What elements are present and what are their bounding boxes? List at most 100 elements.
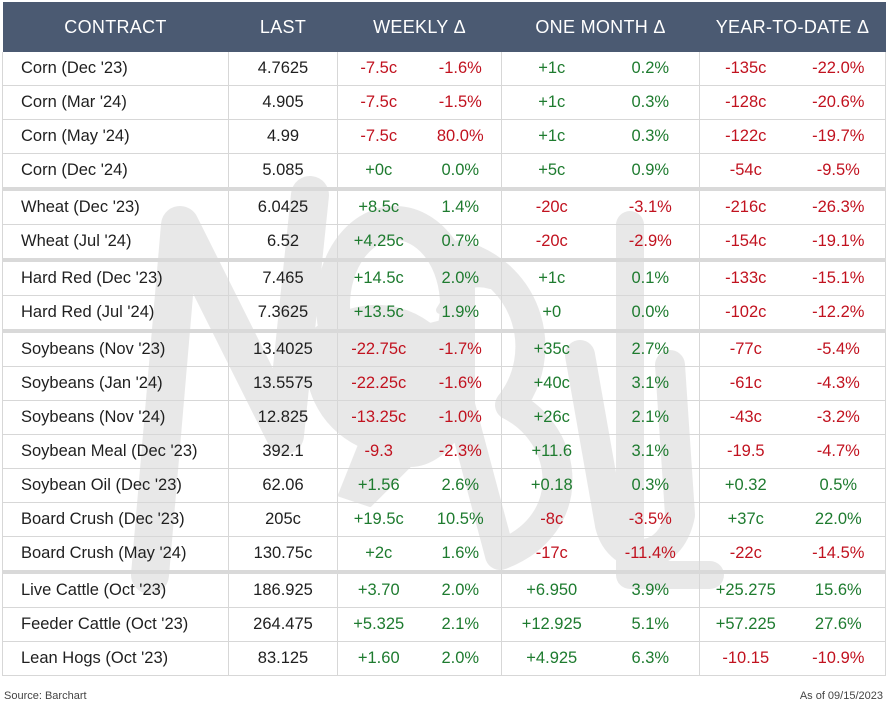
cell-weekly-pct: 0.7% xyxy=(419,224,503,261)
cell-weekly-abs: +1.56 xyxy=(337,468,420,503)
table-row: Corn (Dec '24) 5.085 +0c 0.0% +5c 0.9% -54c -9.… xyxy=(2,153,887,190)
cell-weekly-abs: +0c xyxy=(337,153,420,190)
cell-weekly-pct: 2.1% xyxy=(419,607,503,642)
table-row: Soybeans (Nov '24) 12.825 -13.25c -1.0% +26c… xyxy=(2,400,887,435)
cell-month-abs: -17c xyxy=(501,536,602,573)
cell-ytd-abs: +37c xyxy=(699,502,792,537)
cell-ytd-abs: -122c xyxy=(699,119,792,154)
cell-month-pct: 5.1% xyxy=(601,607,701,642)
cell-weekly-abs: +19.5c xyxy=(337,502,420,537)
cell-last: 392.1 xyxy=(228,434,338,469)
cell-month-abs: +26c xyxy=(501,400,602,435)
cell-last: 13.5575 xyxy=(228,366,338,401)
cell-month-pct: 0.1% xyxy=(601,258,701,296)
table-body: Corn (Dec '23) 4.7625 -7.5c -1.6% +1c 0.2% -13… xyxy=(2,52,887,676)
cell-weekly-pct: 0.0% xyxy=(419,153,503,190)
cell-ytd-pct: 22.0% xyxy=(791,502,887,537)
cell-weekly-pct: -2.3% xyxy=(419,434,503,469)
cell-contract: Soybean Meal (Dec '23) xyxy=(2,434,229,469)
cell-ytd-pct: -19.1% xyxy=(791,224,887,261)
table-row: Hard Red (Dec '23) 7.465 +14.5c 2.0% +1c 0.1%… xyxy=(2,258,887,296)
cell-month-abs: +6.950 xyxy=(501,570,602,608)
cell-month-abs: +0.18 xyxy=(501,468,602,503)
header-weekly-change: WEEKLY Δ xyxy=(337,2,502,52)
cell-contract: Soybeans (Nov '24) xyxy=(2,400,229,435)
cell-ytd-pct: -9.5% xyxy=(791,153,887,190)
cell-contract: Corn (Mar '24) xyxy=(2,85,229,120)
cell-contract: Wheat (Dec '23) xyxy=(2,187,229,225)
cell-ytd-abs: -216c xyxy=(699,187,792,225)
cell-month-pct: 0.9% xyxy=(601,153,701,190)
cell-weekly-abs: +2c xyxy=(337,536,420,573)
cell-contract: Hard Red (Dec '23) xyxy=(2,258,229,296)
cell-month-abs: +11.6 xyxy=(501,434,602,469)
cell-weekly-abs: +3.70 xyxy=(337,570,420,608)
cell-month-abs: -20c xyxy=(501,224,602,261)
cell-ytd-pct: -4.7% xyxy=(791,434,887,469)
cell-ytd-abs: -61c xyxy=(699,366,792,401)
cell-last: 6.52 xyxy=(228,224,338,261)
cell-contract: Lean Hogs (Oct '23) xyxy=(2,641,229,676)
cell-ytd-abs: -128c xyxy=(699,85,792,120)
cell-last: 7.465 xyxy=(228,258,338,296)
cell-weekly-abs: +14.5c xyxy=(337,258,420,296)
cell-month-abs: +5c xyxy=(501,153,602,190)
cell-last: 5.085 xyxy=(228,153,338,190)
cell-ytd-abs: -19.5 xyxy=(699,434,792,469)
cell-ytd-pct: -3.2% xyxy=(791,400,887,435)
cell-last: 13.4025 xyxy=(228,329,338,367)
cell-last: 83.125 xyxy=(228,641,338,676)
cell-ytd-abs: -77c xyxy=(699,329,792,367)
cell-month-pct: 3.1% xyxy=(601,434,701,469)
cell-ytd-pct: -15.1% xyxy=(791,258,887,296)
cell-month-pct: 0.3% xyxy=(601,85,701,120)
cell-month-pct: 6.3% xyxy=(601,641,701,676)
cell-ytd-abs: +57.225 xyxy=(699,607,792,642)
cell-weekly-pct: -1.5% xyxy=(419,85,503,120)
cell-weekly-abs: -22.75c xyxy=(337,329,420,367)
cell-last: 62.06 xyxy=(228,468,338,503)
cell-month-abs: -8c xyxy=(501,502,602,537)
table-row: Soybean Meal (Dec '23) 392.1 -9.3 -2.3% +11.… xyxy=(2,434,887,469)
cell-weekly-pct: 80.0% xyxy=(419,119,503,154)
cell-weekly-abs: +1.60 xyxy=(337,641,420,676)
header-row: CONTRACT LAST WEEKLY Δ ONE MONTH Δ YEAR-… xyxy=(2,2,886,52)
cell-contract: Feeder Cattle (Oct '23) xyxy=(2,607,229,642)
cell-ytd-pct: 15.6% xyxy=(791,570,887,608)
cell-weekly-pct: -1.6% xyxy=(419,52,503,86)
cell-contract: Corn (Dec '24) xyxy=(2,153,229,190)
header-ytd-change: YEAR-TO-DATE Δ xyxy=(699,2,886,52)
cell-weekly-abs: +5.325 xyxy=(337,607,420,642)
cell-month-abs: +12.925 xyxy=(501,607,602,642)
cell-ytd-abs: -10.15 xyxy=(699,641,792,676)
cell-weekly-pct: 1.6% xyxy=(419,536,503,573)
cell-weekly-pct: 2.0% xyxy=(419,258,503,296)
cell-contract: Wheat (Jul '24) xyxy=(2,224,229,261)
table-row: Lean Hogs (Oct '23) 83.125 +1.60 2.0% +4.925… xyxy=(2,641,887,676)
cell-month-pct: -2.9% xyxy=(601,224,701,261)
cell-month-pct: 3.1% xyxy=(601,366,701,401)
cell-ytd-pct: 0.5% xyxy=(791,468,887,503)
cell-weekly-pct: 2.6% xyxy=(419,468,503,503)
cell-month-pct: 0.0% xyxy=(601,295,701,332)
cell-month-pct: 0.3% xyxy=(601,119,701,154)
cell-ytd-abs: -22c xyxy=(699,536,792,573)
cell-ytd-pct: -22.0% xyxy=(791,52,887,86)
header-one-month-change: ONE MONTH Δ xyxy=(501,2,700,52)
table-row: Live Cattle (Oct '23) 186.925 +3.70 2.0% +6.… xyxy=(2,570,887,608)
cell-month-abs: +35c xyxy=(501,329,602,367)
cell-last: 130.75c xyxy=(228,536,338,573)
cell-weekly-pct: 2.0% xyxy=(419,641,503,676)
source-note: Source: Barchart xyxy=(4,690,87,702)
cell-contract: Soybeans (Jan '24) xyxy=(2,366,229,401)
cell-last: 7.3625 xyxy=(228,295,338,332)
cell-last: 4.7625 xyxy=(228,52,338,86)
cell-last: 6.0425 xyxy=(228,187,338,225)
cell-contract: Soybeans (Nov '23) xyxy=(2,329,229,367)
table-row: Wheat (Dec '23) 6.0425 +8.5c 1.4% -20c -3.1% -… xyxy=(2,187,887,225)
cell-month-abs: +40c xyxy=(501,366,602,401)
cell-last: 186.925 xyxy=(228,570,338,608)
cell-contract: Hard Red (Jul '24) xyxy=(2,295,229,332)
cell-month-pct: -3.1% xyxy=(601,187,701,225)
cell-contract: Corn (May '24) xyxy=(2,119,229,154)
